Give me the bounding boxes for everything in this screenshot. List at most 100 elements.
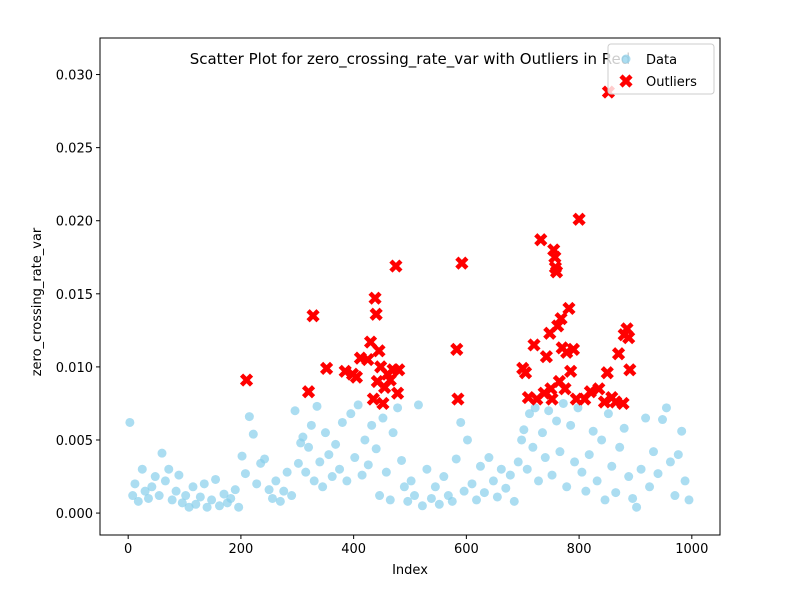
data-point [207,495,217,505]
data-point [636,464,646,474]
data-point [584,450,594,460]
outlier-point [534,233,548,247]
data-point [577,467,587,477]
legend-box [607,43,715,95]
outlier-point [616,396,630,411]
data-point [271,476,281,486]
outlier-point [566,342,581,356]
data-point [517,435,527,445]
data-point [195,492,205,502]
data-point [304,442,314,452]
data-point [275,496,285,506]
x-tick-label: 800 [567,542,592,557]
data-point [267,493,277,503]
data-point [140,486,150,496]
data-point [130,479,140,489]
data-point [677,426,687,436]
data-point [177,498,187,508]
data-point [653,469,663,479]
outlier-point [363,335,378,349]
outlier-point [583,385,597,399]
data-point [544,406,554,416]
data-point [357,470,367,480]
data-point [645,482,655,492]
outlier-point [369,307,383,321]
x-tick-label: 400 [341,542,366,557]
y-axis-label: zero_crossing_rate_var [30,227,45,376]
data-point [346,409,356,419]
x-tick-label: 0 [124,542,132,557]
outlier-point [622,331,636,345]
data-point [524,409,534,419]
data-point [670,491,680,501]
data-point [237,451,247,461]
legend-label: Outliers [646,75,697,90]
data-point [244,412,254,422]
data-point [540,453,550,463]
data-point [184,502,194,512]
data-point [309,476,319,486]
data-point [353,400,363,410]
data-point [492,492,502,502]
data-point [509,496,519,506]
data-point [125,417,135,427]
data-point [388,428,398,438]
data-point [624,472,634,482]
legend: Data Outliers [607,43,715,95]
data-point [573,403,583,413]
data-point [519,425,529,435]
data-point [150,472,160,482]
outlier-point [239,373,254,387]
data-point [367,420,377,430]
data-point [287,491,297,501]
data-point [522,464,532,474]
outlier-point [392,363,406,377]
data-point [413,400,423,410]
data-point [684,495,694,505]
chart-title: Scatter Plot for zero_crossing_rate_var … [190,50,631,69]
outlier-point [372,344,386,358]
x-axis-label: Index [392,563,428,578]
data-point [219,489,229,499]
data-point [501,483,511,493]
data-point [320,428,330,438]
outlier-point [620,322,634,336]
outlier-point [389,259,403,273]
data-point [581,486,591,496]
data-point [588,426,598,436]
data-point [397,455,407,465]
data-point [530,403,540,413]
data-point [315,457,325,467]
data-point [290,406,300,416]
data-point [264,485,274,495]
data-point [558,398,568,408]
data-point [439,472,449,482]
outlier-point [366,392,380,406]
outlier-point [600,366,614,380]
data-point [171,486,181,496]
outlier-point [611,347,626,361]
legend-marker [621,54,631,64]
data-point [342,476,352,486]
data-point [137,464,147,474]
outlier-point [554,312,568,326]
data-point [547,470,557,480]
data-point [211,474,221,484]
data-point [174,470,184,480]
data-point [472,495,482,505]
data-point [181,491,191,501]
data-point [188,482,198,492]
outlier-point [527,338,541,352]
x-tick-label: 600 [454,542,479,557]
data-point [335,464,345,474]
data-point [240,469,250,479]
data-point [393,403,403,413]
data-point [632,502,642,512]
plot-area [125,85,694,512]
data-point [570,457,580,467]
data-point [306,420,316,430]
data-point [661,403,671,413]
y-tick-label: 0.010 [56,361,93,376]
